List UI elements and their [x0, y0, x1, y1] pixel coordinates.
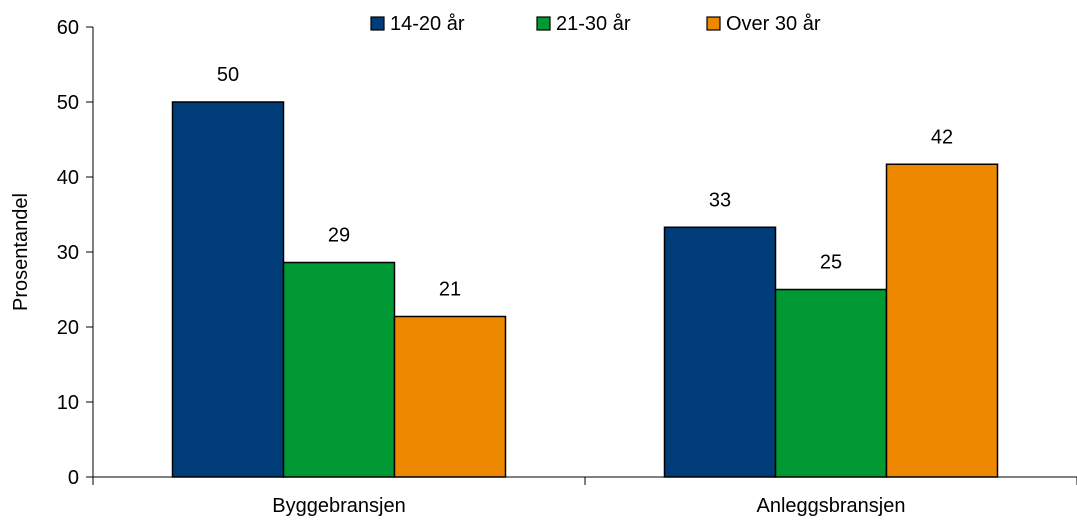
y-tick-label: 40	[57, 167, 79, 189]
legend-label: 21-30 år	[556, 13, 631, 35]
y-tick-label: 50	[57, 92, 79, 114]
legend-label: 14-20 år	[390, 13, 465, 35]
bar	[393, 315, 507, 478]
y-tick-label: 20	[57, 317, 79, 339]
bar-data-label: 50	[217, 64, 239, 86]
legend-swatch	[706, 16, 721, 31]
bar	[774, 288, 888, 478]
legend-swatch	[536, 16, 551, 31]
bar-data-label: 25	[820, 252, 842, 274]
bar-data-label: 21	[439, 279, 461, 301]
bar-data-label: 33	[709, 189, 731, 211]
bar	[885, 163, 999, 478]
bar	[171, 101, 285, 478]
y-tick-label: 60	[57, 17, 79, 39]
y-tick-label: 30	[57, 242, 79, 264]
x-tick-label: Anleggsbransjen	[757, 495, 906, 517]
y-tick-label: 0	[68, 467, 79, 489]
bar	[282, 261, 396, 478]
data-labels: 50 29 21 33 25 42	[217, 64, 953, 301]
bars	[171, 101, 999, 478]
bar-data-label: 42	[931, 126, 953, 148]
y-tick-label: 10	[57, 392, 79, 414]
legend-swatch	[370, 16, 385, 31]
x-tick-label: Byggebransjen	[272, 495, 405, 517]
y-axis-label: Prosentandel	[10, 193, 32, 311]
bar-data-label: 29	[328, 225, 350, 247]
axes: 0 10 20 30 40 50 60 Byggebransjen Anleggsbransje…	[57, 17, 1077, 517]
bar	[663, 226, 777, 478]
legend: 14-20 år 21-30 år Over 30 år	[370, 13, 821, 35]
legend-label: Over 30 år	[726, 13, 821, 35]
